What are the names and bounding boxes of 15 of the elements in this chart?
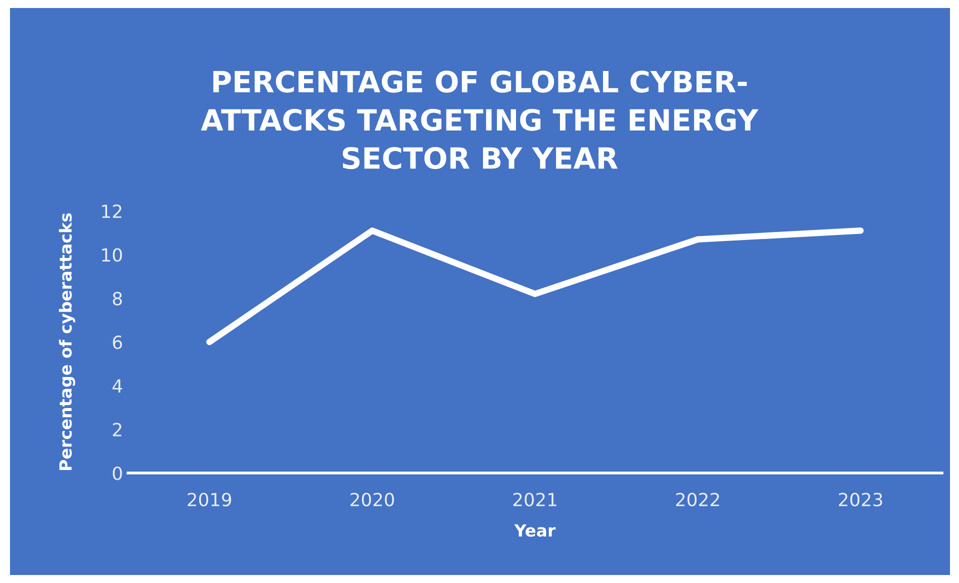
x-tick-label: 2019 bbox=[188, 492, 232, 506]
y-tick-label: 12 bbox=[102, 204, 122, 218]
y-tick-label: 6 bbox=[112, 335, 122, 350]
y-tick-label: 4 bbox=[112, 379, 122, 393]
y-tick-label: 8 bbox=[112, 292, 122, 306]
y-axis-title: Percentage of cyberattacks bbox=[58, 213, 76, 470]
chart-title: PERCENTAGE OF GLOBAL CYBER- ATTACKS TARGETING THE ENERGY SECTOR BY YEAR bbox=[200, 70, 759, 170]
x-tick-label: 2022 bbox=[676, 492, 719, 506]
y-tick-label: 0 bbox=[112, 466, 122, 480]
x-axis-title: Year bbox=[514, 524, 556, 537]
x-tick-label: 2023 bbox=[838, 492, 882, 506]
x-tick-label: 2020 bbox=[350, 492, 394, 506]
x-tick-label: 2021 bbox=[513, 492, 556, 506]
y-tick-label: 10 bbox=[102, 248, 122, 262]
y-tick-label: 2 bbox=[112, 422, 122, 436]
